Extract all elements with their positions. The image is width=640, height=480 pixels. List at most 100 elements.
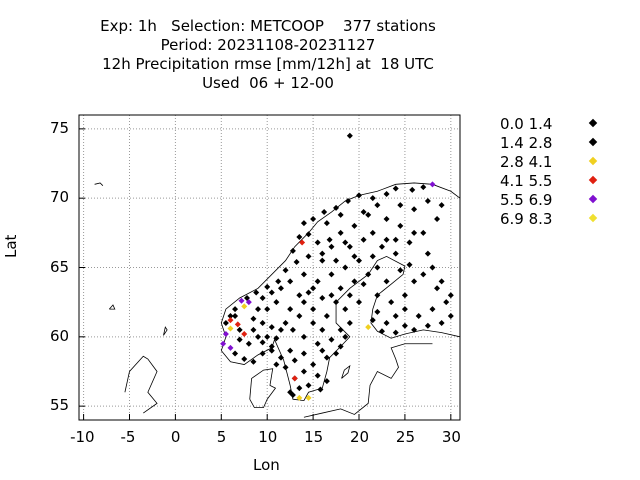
station-marker — [323, 313, 330, 320]
station-marker — [415, 313, 422, 320]
station-marker — [369, 317, 376, 324]
station-marker — [296, 385, 303, 392]
grid-lines — [79, 115, 460, 420]
station-marker — [287, 347, 294, 354]
station-marker — [351, 253, 358, 260]
station-marker — [420, 271, 427, 278]
station-marker — [392, 250, 399, 257]
coastline — [94, 182, 461, 418]
legend-label: 4.1 5.5 — [500, 172, 553, 190]
legend-diamond-icon — [588, 194, 598, 204]
station-marker — [259, 295, 266, 301]
legend-label: 5.5 6.9 — [500, 191, 553, 209]
station-marker — [289, 392, 296, 399]
station-marker — [222, 319, 229, 326]
station-marker — [310, 319, 317, 326]
station-marker — [314, 372, 321, 379]
station-marker — [282, 267, 289, 274]
station-marker — [296, 394, 303, 401]
coastline-segment — [94, 182, 104, 186]
station-marker — [429, 181, 436, 188]
station-marker — [323, 354, 330, 361]
title-line-2: Period: 20231108-20231127 — [160, 36, 376, 54]
station-marker — [346, 292, 353, 299]
legend-item: 0.0 1.4 — [490, 115, 630, 134]
station-marker — [305, 289, 312, 296]
station-marker — [443, 299, 450, 306]
station-marker — [287, 278, 294, 285]
station-marker — [259, 350, 266, 357]
station-marker — [310, 215, 317, 222]
station-marker — [434, 215, 441, 222]
station-marker — [369, 229, 376, 236]
station-marker — [234, 321, 241, 328]
y-tick-label: 75 — [50, 118, 70, 137]
station-marker — [406, 261, 413, 268]
station-marker — [319, 295, 326, 301]
coastline-segment — [249, 368, 277, 408]
station-marker — [305, 382, 312, 389]
legend-diamond-icon — [588, 118, 598, 128]
station-marker — [250, 358, 257, 365]
station-marker — [268, 343, 275, 350]
station-marker — [323, 378, 330, 385]
station-marker — [429, 306, 436, 313]
station-marker — [360, 281, 367, 288]
station-marker — [374, 292, 381, 299]
coastline-segment — [303, 343, 433, 418]
station-marker — [409, 186, 416, 193]
station-marker — [429, 264, 436, 271]
station-marker — [337, 285, 344, 292]
station-marker — [227, 313, 234, 320]
y-tick-label: 60 — [50, 326, 70, 345]
station-marker — [356, 299, 363, 306]
x-tick-label: 20 — [350, 428, 370, 446]
station-marker — [310, 306, 317, 313]
station-marker — [369, 195, 376, 202]
station-marker — [250, 326, 257, 333]
station-marker — [232, 350, 239, 357]
station-marker — [411, 326, 418, 333]
station-marker — [277, 285, 284, 292]
legend-diamond-icon — [588, 213, 598, 223]
coastline-segment — [220, 255, 461, 402]
station-marker — [222, 331, 229, 338]
station-marker — [282, 364, 289, 371]
x-tick-label: -5 — [120, 428, 136, 446]
station-marker — [438, 278, 445, 285]
station-marker — [392, 313, 399, 320]
station-marker — [241, 303, 248, 310]
x-tick-label: 0 — [170, 428, 181, 446]
station-marker — [424, 250, 431, 257]
station-marker — [411, 278, 418, 285]
station-marker — [342, 239, 349, 246]
legend-label: 6.9 8.3 — [500, 210, 553, 228]
station-marker — [374, 308, 381, 315]
coastline-segment — [163, 326, 168, 336]
station-marker — [346, 132, 353, 139]
station-marker — [293, 258, 300, 265]
station-marker — [351, 222, 358, 229]
station-marker — [401, 322, 408, 329]
station-marker — [241, 331, 248, 338]
station-marker — [250, 315, 257, 322]
station-marker — [383, 278, 390, 285]
station-marker — [333, 257, 340, 264]
station-marker — [383, 236, 390, 243]
legend-item: 6.9 8.3 — [490, 210, 630, 229]
station-marker — [321, 209, 328, 216]
station-marker — [273, 361, 280, 368]
x-tick-label: 25 — [395, 428, 415, 446]
station-marker — [401, 292, 408, 299]
station-marker — [420, 229, 427, 236]
station-marker — [346, 243, 353, 250]
station-marker — [273, 335, 280, 342]
station-marker — [374, 202, 381, 209]
station-marker — [264, 306, 271, 313]
station-marker — [273, 299, 280, 306]
station-marker — [259, 339, 266, 346]
station-marker — [310, 285, 317, 292]
station-marker — [255, 333, 262, 340]
x-tick-label: -10 — [70, 428, 95, 446]
